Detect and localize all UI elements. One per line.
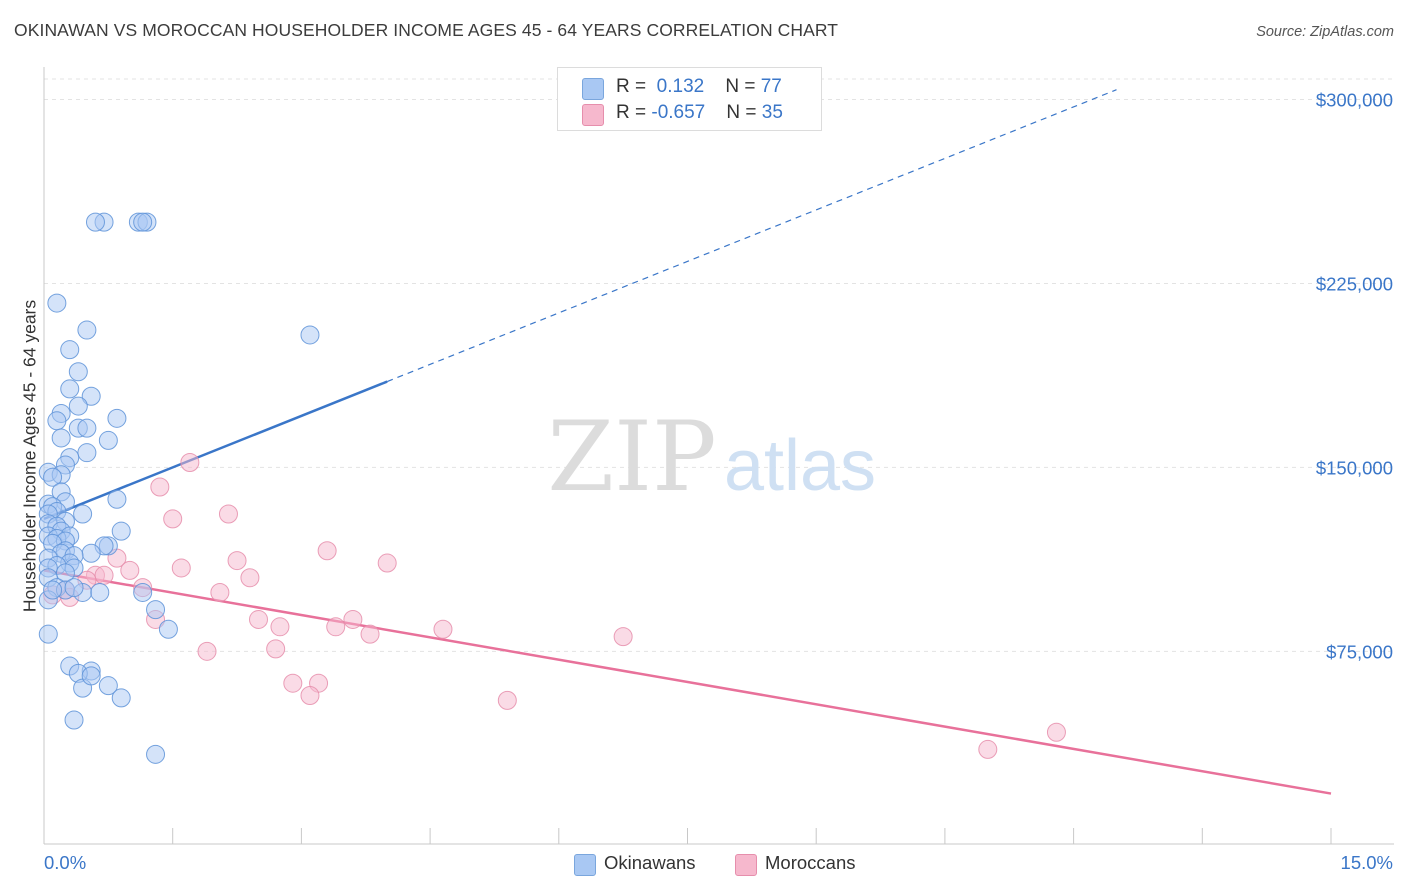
point-moroccans	[326, 617, 346, 637]
point-moroccans	[197, 641, 217, 661]
point-moroccans	[120, 560, 140, 580]
point-okinawans	[77, 443, 97, 463]
point-moroccans	[360, 624, 380, 644]
y-axis-label: Householder Income Ages 45 - 64 years	[19, 299, 40, 613]
point-moroccans	[227, 551, 247, 571]
point-okinawans	[60, 379, 80, 399]
point-okinawans	[81, 666, 101, 686]
n-label: N =	[725, 76, 761, 97]
trend-line-okinawans-extension	[386, 89, 1117, 383]
point-okinawans	[158, 619, 178, 639]
point-moroccans	[249, 609, 268, 629]
point-moroccans	[283, 673, 303, 693]
point-okinawans	[68, 396, 88, 416]
point-okinawans	[300, 325, 320, 345]
point-moroccans	[171, 558, 191, 578]
point-okinawans	[47, 293, 67, 313]
point-okinawans	[90, 582, 110, 602]
watermark-atlas: atlas	[724, 426, 876, 506]
r-value: 0.132	[651, 76, 705, 97]
point-moroccans	[218, 504, 238, 524]
point-okinawans	[60, 340, 80, 360]
legend-swatch-okinawans	[582, 78, 604, 100]
point-moroccans	[613, 627, 633, 647]
point-moroccans	[317, 541, 337, 561]
legend-swatch-moroccans	[582, 104, 604, 126]
y-tick-label: $150,000	[1316, 457, 1393, 478]
point-okinawans	[107, 489, 127, 509]
point-okinawans	[81, 543, 101, 563]
point-moroccans	[240, 568, 260, 588]
point-moroccans	[1046, 722, 1066, 742]
point-okinawans	[111, 521, 131, 541]
y-tick-label: $300,000	[1316, 90, 1393, 111]
point-okinawans	[98, 676, 118, 696]
x-tick-label: 15.0%	[1341, 852, 1393, 873]
point-okinawans	[77, 418, 97, 438]
axes	[43, 67, 1394, 845]
gridlines	[44, 78, 1394, 652]
point-okinawans	[47, 411, 67, 431]
point-okinawans	[107, 408, 127, 428]
point-moroccans	[150, 477, 170, 497]
point-okinawans	[38, 624, 58, 644]
point-okinawans	[43, 580, 63, 600]
point-okinawans	[85, 212, 105, 232]
tick-labels: $75,000 $150,000 $225,000 $300,000 0.0% 15.0%	[44, 90, 1393, 873]
trend-line-moroccans	[43, 569, 1332, 795]
trend-line-okinawans	[43, 380, 388, 521]
watermark: ZIP atlas	[547, 401, 876, 513]
point-moroccans	[270, 617, 290, 637]
point-okinawans	[77, 320, 97, 340]
legend-label-okinawans: Okinawans	[604, 852, 696, 873]
n-value: 35	[761, 102, 783, 123]
n-label: N =	[726, 102, 762, 123]
trend-lines	[43, 89, 1332, 795]
point-okinawans	[73, 504, 93, 524]
n-value: 77	[760, 76, 782, 97]
point-moroccans	[497, 690, 517, 710]
point-moroccans	[433, 619, 453, 639]
point-moroccans	[300, 685, 320, 705]
point-okinawans	[43, 467, 63, 487]
legend-swatch-moroccans	[735, 854, 757, 876]
legend-label-moroccans: Moroccans	[765, 852, 856, 873]
point-moroccans	[343, 609, 363, 629]
point-okinawans	[98, 430, 118, 450]
r-label: R =	[616, 102, 652, 123]
point-okinawans	[64, 710, 84, 730]
chart-title: OKINAWAN VS MOROCCAN HOUSEHOLDER INCOME …	[14, 20, 839, 40]
point-okinawans	[133, 212, 153, 232]
point-okinawans	[146, 744, 166, 764]
point-moroccans	[94, 565, 114, 585]
r-label: R =	[616, 76, 652, 97]
point-moroccans	[377, 553, 397, 573]
r-value: -0.657	[651, 102, 706, 123]
point-moroccans	[210, 582, 230, 602]
source-label: Source: ZipAtlas.com	[1256, 24, 1394, 40]
y-tick-label: $225,000	[1316, 273, 1393, 294]
watermark-zip: ZIP	[547, 401, 716, 513]
point-okinawans	[51, 428, 71, 448]
point-okinawans	[111, 688, 131, 708]
y-tick-label: $75,000	[1326, 641, 1393, 662]
point-okinawans	[68, 362, 88, 382]
point-okinawans	[133, 582, 153, 602]
point-okinawans	[64, 578, 84, 598]
x-tick-label: 0.0%	[44, 852, 86, 873]
point-okinawans	[81, 386, 101, 406]
correlation-legend: R = 0.132 N = 77 R = -0.657 N = 35	[557, 67, 822, 131]
point-moroccans	[180, 452, 200, 472]
point-moroccans	[978, 739, 998, 759]
data-points	[38, 212, 1066, 764]
point-moroccans	[266, 639, 286, 659]
point-moroccans	[163, 509, 183, 529]
legend-swatch-okinawans	[574, 854, 596, 876]
point-okinawans	[146, 600, 166, 620]
